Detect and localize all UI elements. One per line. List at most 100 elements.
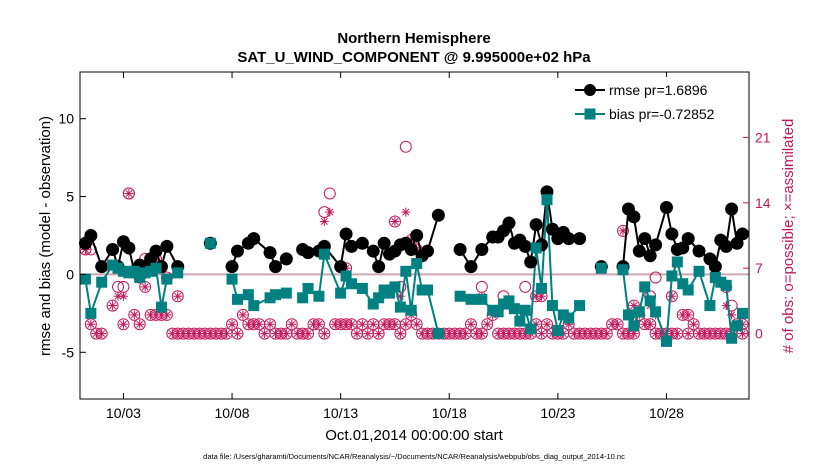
obs-possible-point	[117, 318, 130, 331]
obs-possible-point	[285, 318, 298, 331]
obs-assimilated-stroke	[538, 292, 546, 300]
bias-point	[411, 258, 423, 270]
obs-assimilated-stroke	[690, 320, 698, 328]
rmse-point	[464, 260, 478, 274]
rmse-point	[518, 239, 532, 253]
bias-point	[432, 328, 444, 340]
rmse-point	[632, 244, 646, 258]
obs-assimilated-stroke	[570, 330, 578, 338]
obs-assimilated-stroke	[119, 320, 127, 328]
obs-possible-point	[665, 290, 678, 303]
bias-point	[318, 248, 330, 260]
obs-assimilated-stroke	[266, 320, 274, 328]
legend-box	[570, 77, 745, 127]
rmse-point	[475, 243, 489, 257]
obs-assimilated-stroke	[462, 330, 470, 338]
obs-assimilated-stroke	[168, 330, 176, 338]
obs-assimilated-stroke	[494, 330, 502, 338]
bias-point	[346, 278, 358, 290]
obs-assimilated-stroke	[472, 330, 480, 338]
rmse-point	[404, 243, 418, 257]
obs-assimilated-stroke	[369, 320, 377, 328]
obs-assimilated-stroke	[195, 330, 203, 338]
obs-assimilated-stroke	[673, 330, 681, 338]
bias-point	[400, 265, 412, 277]
bias-point	[422, 284, 434, 296]
obs-assimilated-point	[651, 329, 661, 339]
obs-possible-point	[128, 308, 141, 321]
bias-point	[563, 312, 575, 324]
bias-point	[405, 304, 417, 316]
obs-possible-point	[399, 140, 412, 153]
rmse-point	[149, 244, 163, 258]
bias-point	[231, 293, 243, 305]
obs-assimilated-point	[146, 310, 156, 320]
obs-assimilated-point	[184, 329, 194, 339]
legend-bias-marker	[584, 108, 596, 120]
obs-assimilated-stroke	[500, 330, 508, 338]
obs-assimilated-point	[390, 319, 400, 329]
obs-assimilated-stroke	[668, 330, 676, 338]
obs-assimilated-stroke	[174, 292, 182, 300]
obs-possible-point	[372, 327, 385, 340]
obs-assimilated-stroke	[147, 311, 155, 319]
obs-assimilated-stroke	[576, 330, 584, 338]
obs-assimilated-point	[281, 329, 291, 339]
bias-point	[530, 242, 542, 254]
rmse-point	[708, 260, 722, 274]
y-tick-label: 10	[58, 111, 74, 127]
bias-point	[492, 306, 504, 318]
obs-assimilated-point	[363, 329, 373, 339]
rmse-point	[225, 260, 239, 274]
obs-assimilated-point	[86, 319, 96, 329]
obs-assimilated-point	[368, 319, 378, 329]
obs-assimilated-stroke	[614, 320, 622, 328]
obs-assimilated-stroke	[630, 330, 638, 338]
obs-assimilated-stroke	[293, 330, 301, 338]
obs-assimilated-point	[265, 319, 275, 329]
rmse-point	[410, 229, 424, 242]
obs-assimilated-stroke	[217, 330, 225, 338]
rmse-point	[502, 216, 516, 230]
obs-assimilated-stroke	[206, 330, 214, 338]
obs-assimilated-stroke	[684, 330, 692, 338]
obs-assimilated-point	[129, 310, 139, 320]
obs-assimilated-point	[222, 329, 232, 339]
obs-assimilated-stroke	[396, 330, 404, 338]
obs-possible-point	[236, 308, 249, 321]
obs-assimilated-stroke	[646, 320, 654, 328]
bias-point	[476, 293, 488, 305]
obs-assimilated-stroke	[706, 330, 714, 338]
obs-assimilated-stroke	[119, 292, 127, 300]
data-file-note: data file: /Users/gharamti/Documents/NCA…	[203, 452, 625, 461]
bias-point	[172, 267, 184, 279]
obs-assimilated-point	[401, 207, 411, 217]
legend: rmse pr=1.6896 bias pr=-0.72852	[570, 77, 745, 127]
obs-assimilated-stroke	[451, 330, 459, 338]
obs-assimilated-stroke	[402, 320, 410, 328]
obs-assimilated-stroke	[304, 330, 312, 338]
rmse-point	[735, 227, 749, 241]
obs-assimilated-stroke	[483, 320, 491, 328]
legend-rmse-label: rmse pr=1.6896	[609, 82, 708, 98]
obs-assimilated-stroke	[190, 330, 198, 338]
obs-assimilated-stroke	[608, 320, 616, 328]
obs-assimilated-stroke	[185, 330, 193, 338]
bias-point	[617, 264, 629, 276]
obs-assimilated-stroke	[201, 330, 209, 338]
obs-assimilated-stroke	[597, 330, 605, 338]
obs-assimilated-point	[319, 329, 329, 339]
obs-assimilated-point	[412, 319, 422, 329]
obs-assimilated-stroke	[179, 330, 187, 338]
obs-possible-point	[394, 327, 407, 340]
obs-assimilated-point	[287, 319, 297, 329]
obs-assimilated-stroke	[391, 320, 399, 328]
bias-point	[644, 295, 656, 307]
bias-point	[552, 324, 564, 336]
obs-assimilated-stroke	[271, 330, 279, 338]
obs-assimilated-point	[270, 329, 280, 339]
obs-assimilated-stroke	[586, 330, 594, 338]
bias-point	[536, 282, 548, 294]
obs-assimilated-stroke	[228, 320, 236, 328]
